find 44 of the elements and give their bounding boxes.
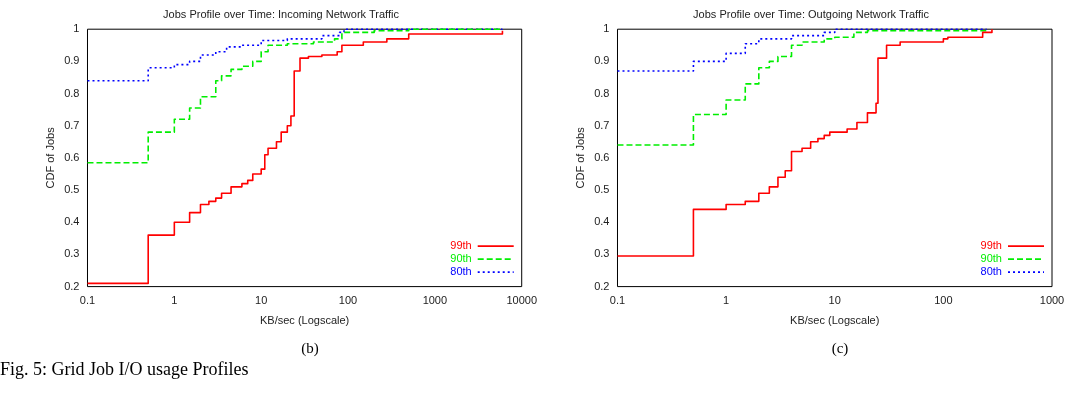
y-tick-label: 0.4 [594, 215, 610, 228]
legend-label: 90th [980, 252, 1002, 265]
legend-label: 99th [980, 239, 1002, 252]
y-tick-label: 0.4 [64, 215, 80, 228]
y-tick-label: 0.8 [594, 86, 610, 99]
x-tick-label: 10 [255, 294, 268, 307]
x-tick-label: 1 [723, 294, 730, 307]
x-tick-label: 1000 [1039, 294, 1065, 307]
y-tick-label: 0.2 [64, 279, 80, 292]
y-tick-label: 0.3 [64, 247, 80, 260]
y-tick-label: 0.7 [64, 118, 80, 131]
legend-label: 90th [450, 252, 472, 265]
y-tick-label: 0.5 [594, 183, 610, 196]
y-tick-label: 0.7 [594, 118, 610, 131]
y-tick-label: 0.6 [64, 150, 80, 163]
y-tick-label: 0.9 [64, 54, 80, 67]
x-tick-label: 10 [828, 294, 841, 307]
legend-label: 80th [980, 265, 1002, 278]
caption: Fig. 5: Grid Job I/O usage Profiles [0, 359, 250, 380]
x-tick-label: 1 [171, 294, 178, 307]
x-tick-label: 100 [934, 294, 953, 307]
x-axis-title: KB/sec (Logscale) [259, 314, 350, 327]
y-tick-label: 1 [603, 22, 610, 35]
y-tick-label: 0.5 [64, 183, 80, 196]
x-tick-label: 1000 [422, 294, 448, 307]
chart-title: Jobs Profile over Time: Incoming Network Traffic [163, 7, 400, 20]
x-tick-label: 0.1 [79, 294, 96, 307]
x-tick-label: 10000 [506, 294, 537, 307]
y-tick-label: 0.8 [64, 86, 80, 99]
x-axis-title: KB/sec (Logscale) [790, 314, 880, 327]
y-tick-label: 0.2 [594, 279, 610, 292]
y-tick-label: 0.6 [594, 150, 610, 163]
legend-label: 80th [450, 265, 472, 278]
y-axis-title: CDF of Jobs [573, 126, 586, 189]
legend-label: 99th [450, 239, 472, 252]
x-tick-label: 0.1 [609, 294, 626, 307]
y-tick-label: 1 [73, 22, 80, 35]
x-tick-label: 100 [338, 294, 358, 307]
y-tick-label: 0.3 [594, 247, 610, 260]
chart-title: Jobs Profile over Time: Outgoing Network Traffic [693, 7, 930, 20]
text: (c) [830, 340, 850, 357]
y-axis-title: CDF of Jobs [43, 126, 56, 189]
y-tick-label: 0.9 [594, 54, 610, 67]
text: (b) [300, 340, 320, 357]
